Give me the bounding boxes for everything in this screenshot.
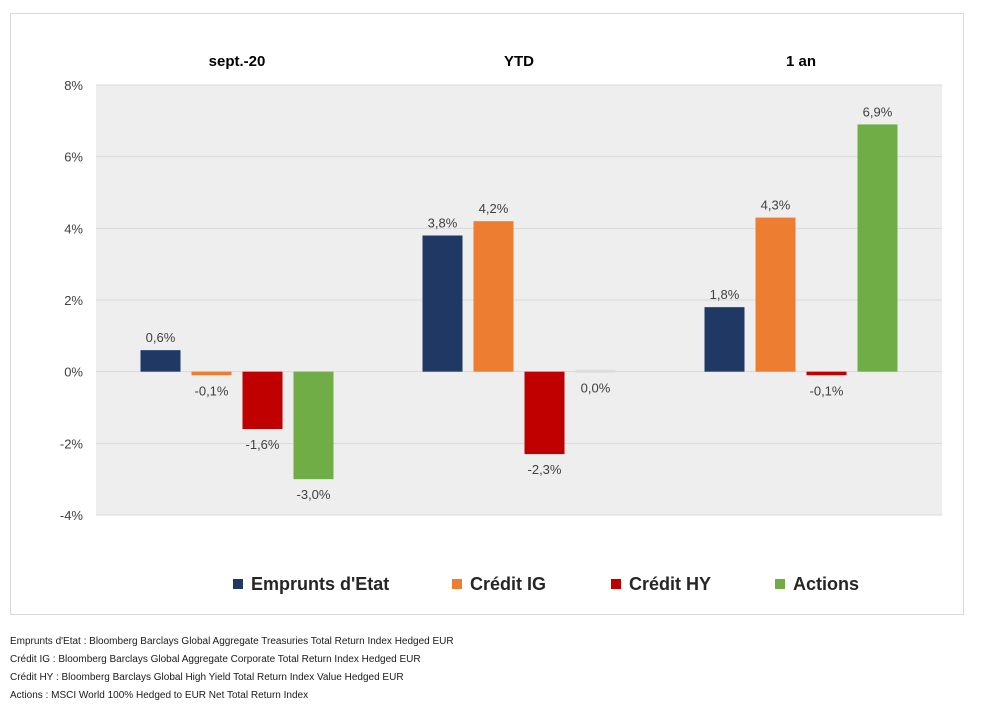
bar bbox=[422, 235, 463, 372]
data-label: 4,3% bbox=[761, 198, 791, 213]
legend-item-emprunts: Emprunts d'Etat bbox=[233, 572, 389, 596]
data-label: -3,0% bbox=[297, 487, 331, 502]
data-label: 4,2% bbox=[479, 201, 509, 216]
footnote-credit-ig: Crédit IG : Bloomberg Barclays Global Ag… bbox=[10, 654, 421, 665]
data-label: 0,0% bbox=[581, 381, 611, 396]
bar bbox=[806, 371, 847, 376]
data-label: 0,6% bbox=[146, 330, 176, 345]
bar bbox=[473, 221, 514, 372]
y-tick-label: -4% bbox=[60, 508, 84, 523]
data-label: -2,3% bbox=[528, 462, 562, 477]
y-tick-label: 6% bbox=[64, 150, 83, 165]
legend-item-credit-ig: Crédit IG bbox=[452, 572, 546, 596]
footnote-credit-hy: Crédit HY : Bloomberg Barclays Global Hi… bbox=[10, 672, 404, 683]
data-label: -0,1% bbox=[195, 383, 229, 398]
bar-chart: -4% -2% 0% 2% 4% 6% 8% sept.-20 0,6% -0,1% -1,6% -3… bbox=[60, 53, 942, 523]
y-tick-label: 8% bbox=[64, 78, 83, 93]
legend-item-credit-hy: Crédit HY bbox=[611, 572, 711, 596]
bar bbox=[704, 307, 745, 372]
group-header: 1 an bbox=[786, 53, 816, 70]
group-header: YTD bbox=[504, 53, 534, 70]
data-label: -0,1% bbox=[810, 383, 844, 398]
legend-label: Actions bbox=[793, 573, 860, 594]
data-label: 6,9% bbox=[863, 104, 893, 119]
legend-swatch bbox=[233, 579, 243, 589]
footnote-emprunts: Emprunts d'Etat : Bloomberg Barclays Glo… bbox=[10, 636, 454, 647]
footnotes: Emprunts d'Etat : Bloomberg Barclays Glo… bbox=[10, 633, 454, 705]
legend: Emprunts d'Etat Crédit IG Crédit HY Acti… bbox=[11, 572, 965, 596]
group-header: sept.-20 bbox=[209, 53, 266, 70]
data-label: 1,8% bbox=[710, 287, 740, 302]
chart-frame: -4% -2% 0% 2% 4% 6% 8% sept.-20 0,6% -0,1% -1,6% -3… bbox=[10, 13, 964, 615]
bar bbox=[857, 124, 898, 372]
bar bbox=[242, 371, 283, 429]
bar bbox=[524, 371, 565, 455]
legend-swatch bbox=[611, 579, 621, 589]
y-tick-label: 4% bbox=[64, 221, 83, 236]
legend-label: Crédit IG bbox=[470, 573, 547, 594]
y-tick-label: 0% bbox=[64, 365, 83, 380]
y-tick-label: 2% bbox=[64, 293, 83, 308]
data-label: 3,8% bbox=[428, 216, 458, 231]
bar bbox=[755, 217, 796, 372]
bar bbox=[191, 371, 232, 376]
bar bbox=[140, 350, 181, 372]
legend-label: Crédit HY bbox=[629, 573, 712, 594]
bar bbox=[575, 369, 616, 373]
legend-swatch bbox=[775, 579, 785, 589]
data-label: -1,6% bbox=[246, 437, 280, 452]
footnote-actions: Actions : MSCI World 100% Hedged to EUR … bbox=[10, 690, 309, 701]
legend-label: Emprunts d'Etat bbox=[251, 573, 390, 594]
legend-item-actions: Actions bbox=[775, 572, 859, 596]
legend-swatch bbox=[452, 579, 462, 589]
y-tick-label: -2% bbox=[60, 436, 84, 451]
bar bbox=[293, 371, 334, 480]
